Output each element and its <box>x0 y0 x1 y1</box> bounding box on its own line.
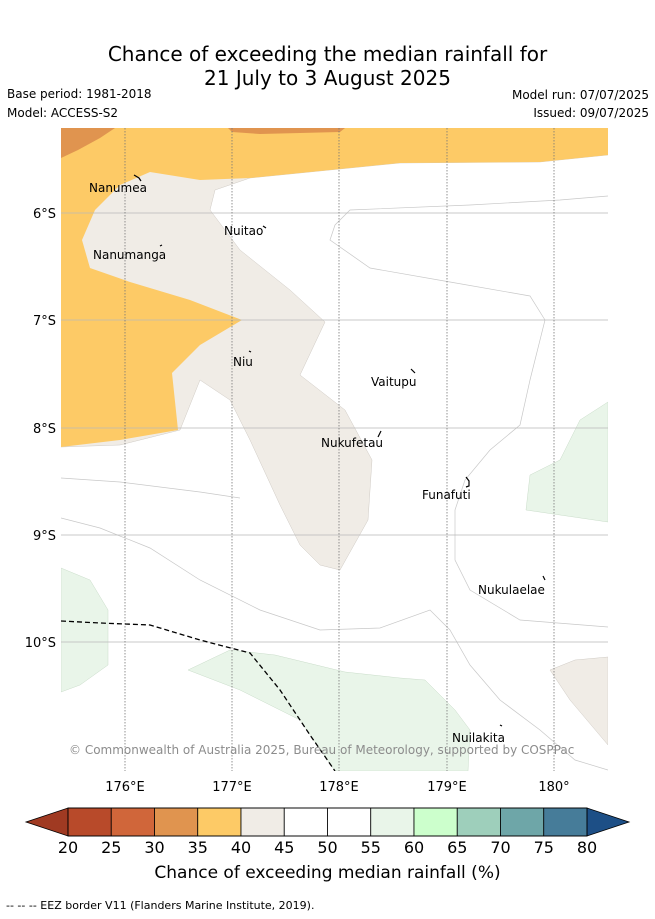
place-label-nukulaelae: Nukulaelae <box>478 583 545 597</box>
lat-label: 10°S <box>25 636 56 651</box>
colorbar-cell <box>283 807 328 837</box>
lon-label: 176°E <box>105 780 145 795</box>
colorbar-cell <box>154 807 199 837</box>
place-label-nukufetau: Nukufetau <box>321 436 383 450</box>
colorbar-tick-label: 50 <box>317 838 338 857</box>
place-label-nuitao: Nuitao <box>224 224 263 238</box>
colorbar-high-arrow <box>586 807 631 837</box>
colorbar-frame <box>67 807 588 837</box>
island-nuilakita <box>499 724 503 727</box>
colorbar-cell <box>110 807 155 837</box>
colorbar-cell <box>500 807 545 837</box>
map-title-line1: Chance of exceeding the median rainfall … <box>107 42 548 66</box>
issued-date: Issued: 09/07/2025 <box>533 106 649 120</box>
colorbar-tick-label: 45 <box>274 838 295 857</box>
model-run: Model run: 07/07/2025 <box>511 88 649 102</box>
island-funafuti <box>465 476 470 488</box>
colorbar-tick-label: 65 <box>447 838 468 857</box>
colorbar-cell <box>327 807 372 837</box>
colorbar-cell <box>543 807 588 837</box>
colorbar-cell <box>197 807 242 837</box>
green-region-east <box>525 401 608 523</box>
colorbar-cell <box>240 807 285 837</box>
colorbar-tick-label: 20 <box>57 838 79 857</box>
island-nukufetau <box>377 430 382 438</box>
orange-region-n <box>228 128 345 134</box>
orange-region-nw <box>61 128 115 158</box>
contour-line <box>61 477 241 499</box>
place-label-nuilakita: Nuilakita <box>452 731 505 745</box>
colorbar-title: Chance of exceeding median rainfall (%) <box>154 863 501 883</box>
contour-line <box>61 517 608 771</box>
place-label-vaitupu: Vaitupu <box>371 375 417 389</box>
island-nanumanga <box>159 244 163 247</box>
model-name: Model: ACCESS-S2 <box>7 106 119 120</box>
map-title-line2: 21 July to 3 August 2025 <box>204 66 451 90</box>
footer-note: -- -- -- EEZ border V11 (Flanders Marine… <box>6 899 315 912</box>
colorbar-tick-label: 55 <box>360 838 381 857</box>
lon-label: 179°E <box>427 780 467 795</box>
island-niu <box>248 350 252 353</box>
colorbar-tick-label: 35 <box>187 838 208 857</box>
colorbar-tick-label: 40 <box>230 838 252 857</box>
colorbar-cell <box>413 807 458 837</box>
lon-label: 177°E <box>212 780 252 795</box>
colorbar-cell <box>456 807 501 837</box>
island-vaitupu <box>410 368 416 374</box>
colorbar <box>24 807 631 837</box>
colorbar-low-arrow <box>24 807 69 837</box>
lon-gridlines <box>124 128 555 771</box>
lat-label: 9°S <box>33 529 56 544</box>
base-period: Base period: 1981-2018 <box>7 87 152 101</box>
yellow-region <box>61 128 608 447</box>
place-label-nanumea: Nanumea <box>89 181 147 195</box>
colorbar-cell <box>370 807 415 837</box>
beige-region-se <box>549 656 608 746</box>
colorbar-tick-label: 60 <box>403 838 425 857</box>
colorbar-cell <box>67 807 112 837</box>
place-label-nanumanga: Nanumanga <box>93 248 166 262</box>
colorbar-tick-label: 25 <box>101 838 122 857</box>
place-label-niu: Niu <box>233 355 253 369</box>
island-nanumea <box>133 174 142 182</box>
colorbar-tick-label: 70 <box>490 838 511 857</box>
colorbar-tick-label: 30 <box>144 838 165 857</box>
map-area: Nanumea Nuitao Nanumanga Niu Vaitupu Nuk… <box>61 128 608 771</box>
place-label-funafuti: Funafuti <box>422 488 471 502</box>
green-region-west <box>61 567 109 693</box>
lat-label: 8°S <box>33 422 56 437</box>
colorbar-tick-label: 75 <box>533 838 554 857</box>
copyright-text: © Commonwealth of Australia 2025, Bureau… <box>69 743 574 757</box>
colorbar-tick-label: 80 <box>576 838 598 857</box>
lat-label: 7°S <box>33 314 56 329</box>
lat-label: 6°S <box>33 207 56 222</box>
lon-label: 178°E <box>319 780 359 795</box>
lat-gridlines <box>61 212 608 643</box>
lon-label: 180° <box>538 780 569 795</box>
island-nukulaelae <box>542 575 546 581</box>
island-shapes <box>133 174 546 727</box>
island-nuitao <box>262 225 267 229</box>
